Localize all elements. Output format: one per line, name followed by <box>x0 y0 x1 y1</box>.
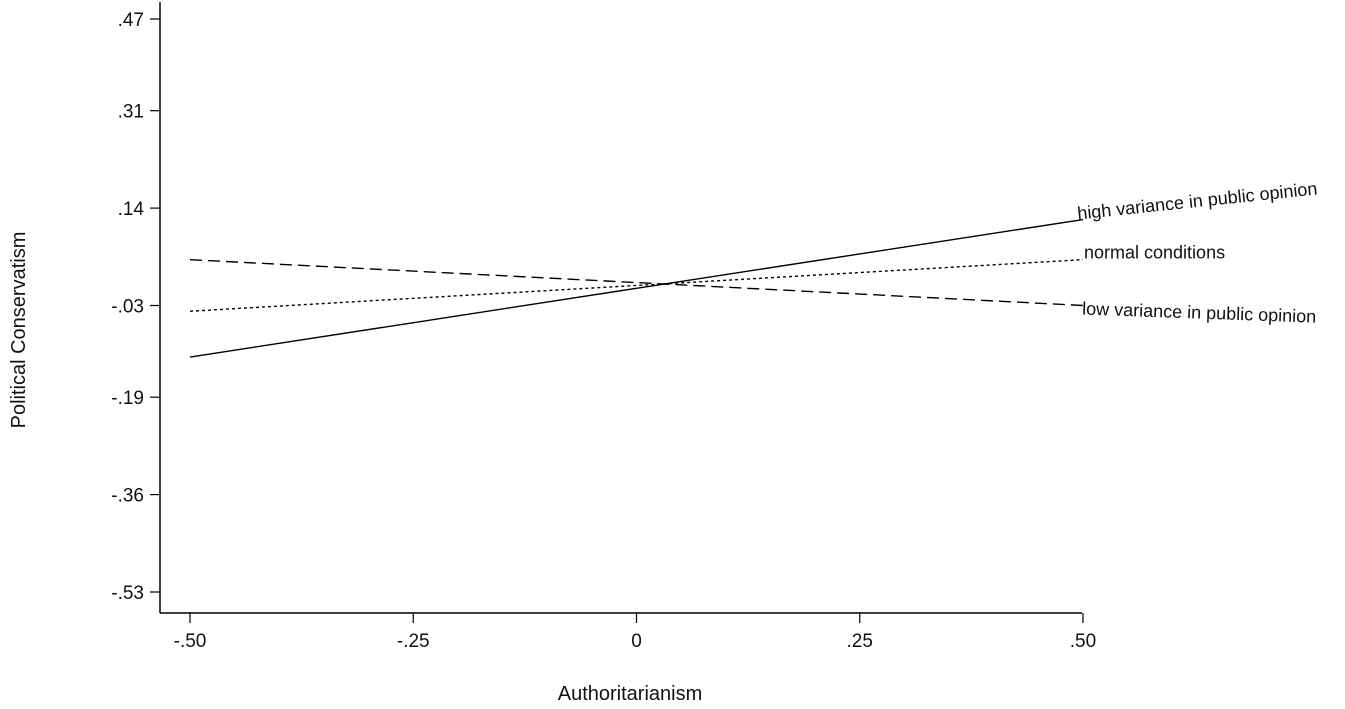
y-tick-label: -.19 <box>111 388 144 409</box>
series-line-dotted <box>189 258 1084 312</box>
series-labels: high variance in public opinion normal co… <box>1076 178 1318 326</box>
x-tick-label: .50 <box>1070 631 1096 652</box>
y-tick-label: -.03 <box>111 297 144 318</box>
plot-area <box>159 2 1082 614</box>
series-lines <box>189 218 1084 358</box>
y-ticks: .47 .31 .14 -.03 -.19 -.36 -.53 <box>111 10 160 604</box>
y-tick-label: .31 <box>118 102 144 123</box>
y-tick-label: -.36 <box>111 486 144 507</box>
y-tick-label: .14 <box>118 199 145 220</box>
y-tick-label: -.53 <box>111 583 144 604</box>
series-label: low variance in public opinion <box>1082 299 1317 327</box>
series-label: normal conditions <box>1084 243 1225 263</box>
x-tick-label: 0 <box>631 631 642 652</box>
x-tick-label: -.25 <box>397 631 430 652</box>
x-axis-title: Authoritarianism <box>558 683 703 705</box>
series-line-solid <box>189 218 1084 358</box>
series-label: high variance in public opinion <box>1076 178 1318 223</box>
x-ticks: -.50 -.25 0 .25 .50 <box>174 613 1096 652</box>
y-axis-title: Political Conservatism <box>8 232 30 429</box>
x-tick-label: .25 <box>847 631 873 652</box>
x-tick-label: -.50 <box>174 631 207 652</box>
y-tick-label: .47 <box>118 10 144 31</box>
series-line-dashed <box>189 258 1084 307</box>
